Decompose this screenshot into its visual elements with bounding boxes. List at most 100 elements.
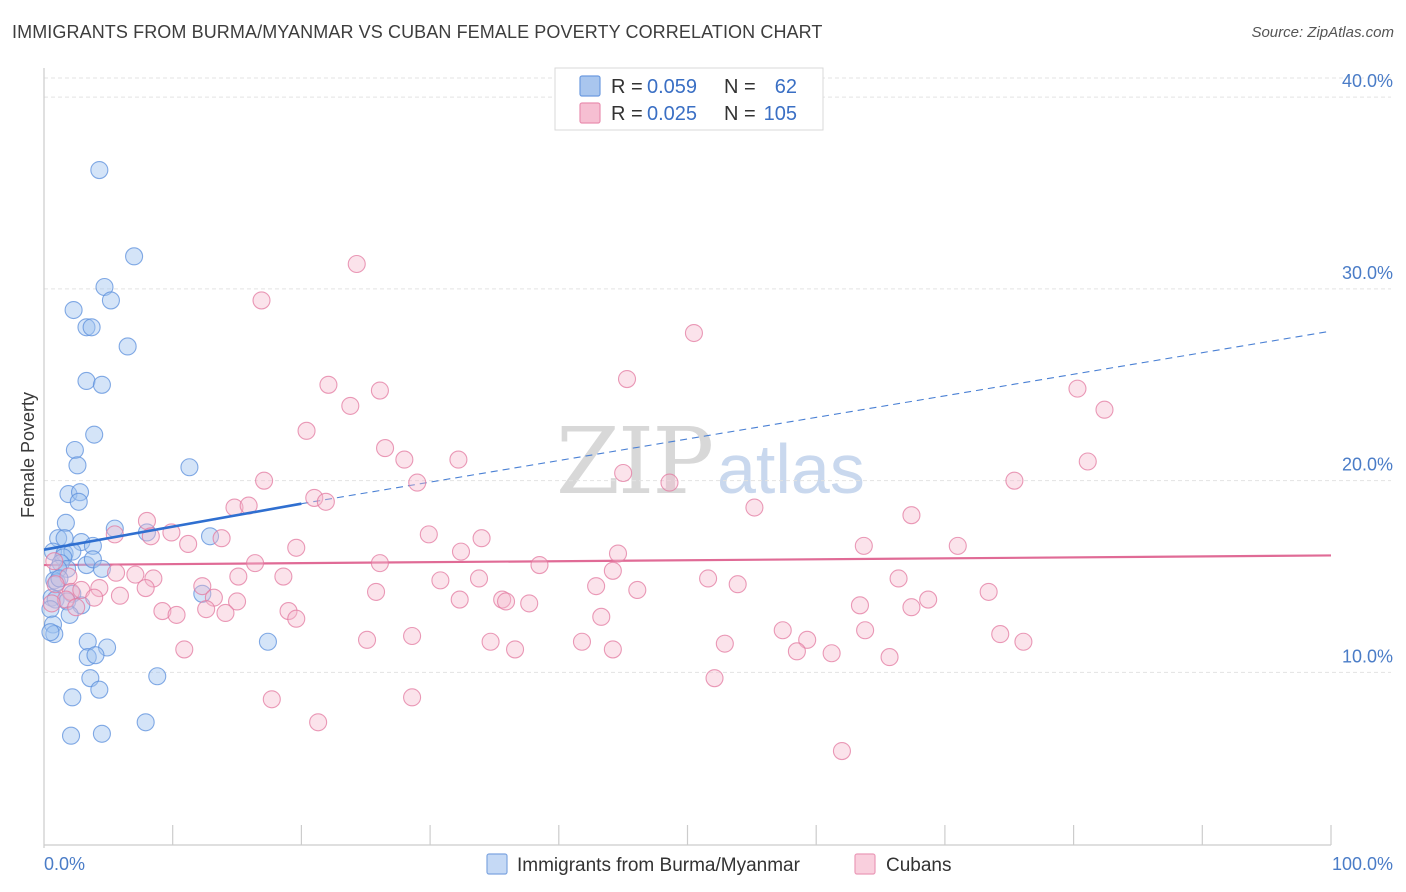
point-cubans (279, 602, 298, 621)
point-cubans (319, 375, 338, 394)
point-cubans (274, 567, 293, 586)
point-cubans (592, 607, 611, 626)
point-cubans (175, 640, 194, 659)
point-burma (63, 542, 82, 561)
point-cubans (305, 488, 324, 507)
point-cubans (587, 577, 606, 596)
point-burma (69, 492, 88, 511)
legend-swatch-cubans (579, 102, 601, 124)
point-cubans (1068, 379, 1087, 398)
point-cubans (408, 473, 427, 492)
point-cubans (1078, 452, 1097, 471)
legend-r-label-burma: R = (611, 76, 643, 98)
point-cubans (880, 648, 899, 667)
point-burma (41, 623, 60, 642)
point-burma (82, 318, 101, 337)
point-cubans (46, 575, 65, 594)
point-cubans (889, 569, 908, 588)
point-burma (258, 632, 277, 651)
point-cubans (617, 369, 637, 389)
point-cubans (287, 538, 306, 557)
point-burma (78, 632, 97, 651)
point-cubans (246, 554, 265, 573)
point-cubans (1014, 632, 1033, 651)
y-tick-label: 40.0% (1342, 71, 1393, 91)
point-cubans (728, 575, 747, 594)
point-cubans (419, 525, 438, 544)
point-cubans (56, 590, 75, 609)
point-burma (148, 667, 167, 686)
trend-burma-extrapolated (301, 330, 1332, 505)
point-burma (60, 605, 79, 624)
data-points (41, 160, 1114, 761)
point-burma (59, 485, 78, 504)
point-cubans (67, 598, 86, 617)
point-burma (180, 458, 199, 477)
point-cubans (699, 569, 718, 588)
legend-r-value-cubans: 0.025 (647, 103, 697, 125)
point-cubans (469, 569, 489, 588)
point-cubans (520, 594, 539, 613)
point-cubans (798, 630, 817, 649)
trend-lines (43, 330, 1332, 567)
point-cubans (745, 498, 764, 517)
point-cubans (431, 571, 450, 590)
point-cubans (715, 634, 734, 653)
point-cubans (255, 471, 274, 490)
series-burma (41, 160, 277, 745)
point-cubans (376, 439, 395, 458)
point-cubans (614, 463, 633, 483)
point-burma (64, 300, 83, 320)
gridlines (44, 77, 1391, 673)
point-cubans (287, 609, 306, 628)
point-cubans (902, 506, 921, 525)
point-cubans (309, 713, 328, 732)
point-burma (92, 559, 111, 578)
point-burma (65, 440, 84, 460)
legend-r-value-burma: 0.059 (647, 76, 697, 98)
point-cubans (660, 473, 679, 492)
y-tick-label: 10.0% (1342, 646, 1393, 666)
point-cubans (902, 598, 921, 617)
point-cubans (403, 626, 422, 646)
correlation-legend: R = 0.059 N = 62 R = 0.025 N = 105 (554, 67, 824, 131)
y-tick-label: 20.0% (1342, 455, 1393, 475)
point-cubans (144, 569, 163, 588)
point-burma (125, 247, 144, 266)
point-cubans (126, 565, 145, 584)
point-cubans (832, 741, 851, 761)
point-burma (92, 724, 111, 743)
chart-title: IMMIGRANTS FROM BURMA/MYANMAR VS CUBAN F… (12, 22, 823, 42)
point-cubans (628, 580, 647, 600)
point-cubans (403, 688, 422, 707)
point-burma (136, 713, 155, 732)
point-cubans (496, 592, 516, 611)
point-burma (77, 371, 96, 391)
point-cubans (705, 669, 724, 688)
point-cubans (991, 625, 1010, 644)
point-burma (86, 646, 105, 665)
watermark-atlas: atlas (717, 430, 865, 508)
y-tick-label: 30.0% (1342, 263, 1393, 283)
point-cubans (105, 525, 124, 544)
point-cubans (366, 582, 386, 601)
legend-r-label-cubans: R = (611, 103, 643, 125)
point-cubans (608, 544, 628, 563)
point-burma (68, 456, 87, 475)
point-burma (63, 688, 82, 707)
point-cubans (1095, 400, 1114, 419)
point-cubans (850, 596, 870, 615)
point-burma (78, 648, 97, 667)
point-burma (118, 337, 137, 356)
x-tick-labels: 0.0% 100.0% (44, 854, 1393, 874)
point-cubans (919, 590, 938, 609)
point-cubans (347, 254, 366, 274)
point-cubans (107, 563, 126, 582)
point-cubans (856, 621, 875, 640)
point-burma (77, 318, 96, 337)
point-cubans (684, 323, 703, 343)
point-cubans (153, 602, 172, 621)
point-cubans (1005, 471, 1024, 490)
point-cubans (472, 529, 491, 548)
point-burma (200, 527, 220, 546)
